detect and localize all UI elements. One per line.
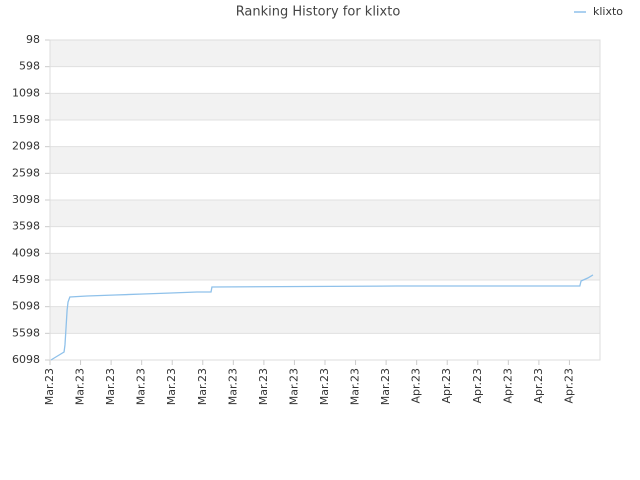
y-tick-label: 1598	[12, 113, 40, 126]
grid-band	[50, 200, 600, 227]
grid-band	[50, 93, 600, 120]
x-tick-label: Mar.23	[43, 368, 56, 405]
x-tick-label: Apr.23	[532, 368, 545, 404]
grid-band	[50, 253, 600, 280]
grid-band	[50, 66, 600, 94]
x-tick-label: Mar.23	[318, 368, 331, 405]
y-tick-label: 598	[19, 60, 40, 73]
x-tick-label: Mar.23	[349, 368, 362, 405]
y-tick-label: 5098	[12, 300, 40, 313]
chart-title: Ranking History for klixto	[236, 5, 401, 20]
grid-band	[50, 120, 600, 147]
y-tick-label: 2598	[12, 166, 40, 179]
y-tick-label: 3098	[12, 193, 40, 206]
y-tick-label: 4598	[12, 273, 40, 286]
x-tick-label: Mar.23	[104, 368, 117, 405]
y-tick-label: 2098	[12, 140, 40, 153]
grid-band	[50, 226, 600, 254]
y-tick-label: 98	[26, 33, 40, 46]
x-tick-label: Mar.23	[196, 368, 209, 405]
grid-band	[50, 146, 600, 174]
line	[50, 274, 594, 361]
y-tick-label: 5598	[12, 326, 40, 339]
y-tick-label: 6098	[12, 353, 40, 366]
x-tick-label: Apr.23	[562, 368, 575, 404]
legend-label: klixto	[593, 5, 623, 18]
y-tick-label: 1098	[12, 86, 40, 99]
x-tick-label: Mar.23	[287, 368, 300, 405]
y-tick-label: 3598	[12, 220, 40, 233]
grid-band	[50, 280, 600, 307]
x-tick-label: Apr.23	[501, 368, 514, 404]
grid-band	[50, 40, 600, 67]
x-tick-label: Mar.23	[226, 368, 239, 405]
x-tick-label: Mar.23	[379, 368, 392, 405]
grid-band	[50, 173, 600, 200]
x-tick-label: Mar.23	[135, 368, 148, 405]
grid-band	[50, 333, 600, 360]
y-tick-label: 4098	[12, 246, 40, 259]
x-tick-label: Mar.23	[74, 368, 87, 405]
x-tick-label: Apr.23	[410, 368, 423, 404]
x-tick-label: Mar.23	[165, 368, 178, 405]
x-tick-label: Mar.23	[257, 368, 270, 405]
x-tick-label: Apr.23	[440, 368, 453, 404]
x-tick-label: Apr.23	[471, 368, 484, 404]
grid-band	[50, 306, 600, 334]
